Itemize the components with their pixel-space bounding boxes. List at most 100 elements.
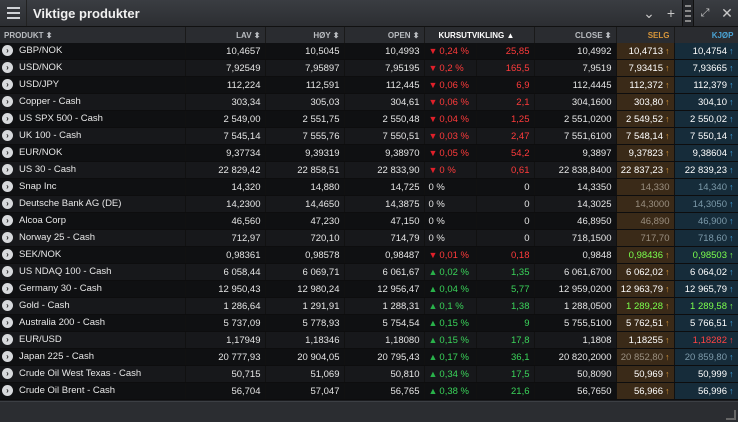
buy-price-button[interactable]: 5 766,51 ↑ [674, 314, 738, 332]
expand-row-icon[interactable]: › [2, 368, 13, 380]
table-row[interactable]: › USD/JPY 112,224 112,591 112,445 ▼ 0,06 % 6,9 1… [0, 76, 738, 94]
sell-price-button[interactable]: 7 548,14 ↑ [616, 127, 675, 145]
sell-price-button[interactable]: 303,80 ↑ [616, 93, 675, 111]
buy-price-button[interactable]: 7,93665 ↑ [674, 59, 738, 77]
expand-row-icon[interactable]: › [2, 283, 13, 295]
sell-price-button[interactable]: 50,969 ↑ [616, 365, 675, 383]
expand-row-icon[interactable]: › [2, 215, 13, 227]
sell-price-button[interactable]: 0,98436 ↑ [616, 246, 675, 264]
expand-row-icon[interactable]: › [2, 334, 13, 346]
expand-row-icon[interactable]: › [2, 300, 13, 312]
expand-row-icon[interactable]: › [2, 249, 13, 261]
buy-price-button[interactable]: 304,10 ↑ [674, 93, 738, 111]
hamburger-menu-icon[interactable] [0, 0, 27, 26]
table-row[interactable]: › Australia 200 - Cash 5 737,09 5 778,93 5 7… [0, 314, 738, 332]
product-name[interactable]: › Copper - Cash [0, 93, 186, 111]
product-name[interactable]: › US 30 - Cash [0, 161, 186, 179]
sell-price-button[interactable]: 5 762,51 ↑ [616, 314, 675, 332]
col-header-kursutvikling[interactable]: KURSUTVIKLING ▲ [424, 27, 535, 43]
table-row[interactable]: › Snap Inc 14,320 14,880 14,725 0 % 0 14,3350 14… [0, 178, 738, 196]
buy-price-button[interactable]: 12 965,79 ↑ [674, 280, 738, 298]
expand-row-icon[interactable]: › [2, 181, 13, 193]
table-row[interactable]: › US SPX 500 - Cash 2 549,00 2 551,75 2 550,… [0, 110, 738, 128]
product-name[interactable]: › EUR/USD [0, 331, 186, 349]
table-row[interactable]: › SEK/NOK 0,98361 0,98578 0,98487 ▼ 0,01 % 0,18… [0, 246, 738, 264]
expand-row-icon[interactable]: › [2, 79, 13, 91]
expand-row-icon[interactable]: › [2, 351, 13, 363]
expand-row-icon[interactable]: › [2, 45, 13, 57]
expand-row-icon[interactable]: › [2, 164, 13, 176]
sell-price-button[interactable]: 14,330 [616, 178, 675, 196]
sell-price-button[interactable]: 10,4713 ↑ [616, 43, 675, 60]
product-name[interactable]: › Gold - Cash [0, 297, 186, 315]
table-row[interactable]: › UK 100 - Cash 7 545,14 7 555,76 7 550,51 ▼ 0… [0, 127, 738, 145]
expand-row-icon[interactable]: › [2, 198, 13, 210]
product-name[interactable]: › Japan 225 - Cash [0, 348, 186, 366]
product-name[interactable]: › Crude Oil West Texas - Cash [0, 365, 186, 383]
product-name[interactable]: › Norway 25 - Cash [0, 229, 186, 247]
expand-row-icon[interactable]: › [2, 96, 13, 108]
sell-price-button[interactable]: 46,890 [616, 212, 675, 230]
buy-price-button[interactable]: 1,18282 ↑ [674, 331, 738, 349]
product-name[interactable]: › USD/NOK [0, 59, 186, 77]
buy-price-button[interactable]: 7 550,14 ↑ [674, 127, 738, 145]
buy-price-button[interactable]: 14,3050 ↑ [674, 195, 738, 213]
buy-price-button[interactable]: 2 550,02 ↑ [674, 110, 738, 128]
resize-grip-icon[interactable] [726, 410, 736, 420]
table-row[interactable]: › Crude Oil West Texas - Cash 50,715 51,069… [0, 365, 738, 383]
expand-icon[interactable]: ⤢ [700, 6, 710, 19]
sell-price-button[interactable]: 12 963,79 ↑ [616, 280, 675, 298]
product-name[interactable]: › EUR/NOK [0, 144, 186, 162]
buy-price-button[interactable]: 9,38604 ↑ [674, 144, 738, 162]
chevron-down-icon[interactable]: ⌄ [643, 4, 655, 21]
buy-price-button[interactable]: 46,900 ↑ [674, 212, 738, 230]
buy-price-button[interactable]: 1 289,58 ↑ [674, 297, 738, 315]
product-name[interactable]: › USD/JPY [0, 76, 186, 94]
buy-price-button[interactable]: 20 859,80 ↑ [674, 348, 738, 366]
table-row[interactable]: › US 30 - Cash 22 829,42 22 858,51 22 833,90… [0, 161, 738, 179]
table-row[interactable]: › Gold - Cash 1 286,64 1 291,91 1 288,31 ▲ 0,1… [0, 297, 738, 315]
sell-price-button[interactable]: 6 062,02 ↑ [616, 263, 675, 281]
buy-price-button[interactable]: 56,996 ↑ [674, 382, 738, 400]
sell-price-button[interactable]: 7,93415 ↑ [616, 59, 675, 77]
col-header-selg[interactable]: SELG [616, 27, 675, 43]
sell-price-button[interactable]: 717,70 [616, 229, 675, 247]
buy-price-button[interactable]: 718,60 ↑ [674, 229, 738, 247]
sell-price-button[interactable]: 14,3000 [616, 195, 675, 213]
sell-price-button[interactable]: 22 837,23 ↑ [616, 161, 675, 179]
table-row[interactable]: › US NDAQ 100 - Cash 6 058,44 6 069,71 6 061… [0, 263, 738, 281]
product-name[interactable]: › Snap Inc [0, 178, 186, 196]
table-row[interactable]: › Japan 225 - Cash 20 777,93 20 904,05 20 79… [0, 348, 738, 366]
close-icon[interactable]: ✕ [721, 4, 733, 21]
buy-price-button[interactable]: 0,98503 ↑ [674, 246, 738, 264]
expand-row-icon[interactable]: › [2, 385, 13, 397]
product-name[interactable]: › GBP/NOK [0, 43, 186, 60]
expand-row-icon[interactable]: › [2, 62, 13, 74]
product-name[interactable]: › Crude Oil Brent - Cash [0, 382, 186, 400]
sell-price-button[interactable]: 1,18255 ↑ [616, 331, 675, 349]
table-row[interactable]: › Alcoa Corp 46,560 47,230 47,150 0 % 0 46,8950… [0, 212, 738, 230]
product-name[interactable]: › SEK/NOK [0, 246, 186, 264]
product-name[interactable]: › UK 100 - Cash [0, 127, 186, 145]
product-name[interactable]: › US NDAQ 100 - Cash [0, 263, 186, 281]
buy-price-button[interactable]: 14,340 ↑ [674, 178, 738, 196]
buy-price-button[interactable]: 50,999 ↑ [674, 365, 738, 383]
buy-price-button[interactable]: 6 064,02 ↑ [674, 263, 738, 281]
col-header-lav[interactable]: LAV ⬍ [185, 27, 266, 43]
add-icon[interactable]: + [666, 5, 676, 21]
table-row[interactable]: › Copper - Cash 303,34 305,03 304,61 ▼ 0,06 % 2… [0, 93, 738, 111]
buy-price-button[interactable]: 22 839,23 ↑ [674, 161, 738, 179]
table-row[interactable]: › EUR/USD 1,17949 1,18346 1,18080 ▲ 0,15 % 17,8… [0, 331, 738, 349]
sell-price-button[interactable]: 1 289,28 ↑ [616, 297, 675, 315]
col-header-hoy[interactable]: HØY ⬍ [265, 27, 345, 43]
expand-row-icon[interactable]: › [2, 266, 13, 278]
table-row[interactable]: › Crude Oil Brent - Cash 56,704 57,047 56,76… [0, 382, 738, 400]
col-header-kjop[interactable]: KJØP [674, 27, 738, 43]
col-header-produkt[interactable]: PRODUKT ⬍ [0, 27, 186, 43]
col-header-open[interactable]: OPEN ⬍ [344, 27, 425, 43]
sell-price-button[interactable]: 2 549,52 ↑ [616, 110, 675, 128]
product-name[interactable]: › Germany 30 - Cash [0, 280, 186, 298]
sell-price-button[interactable]: 20 852,80 ↑ [616, 348, 675, 366]
table-row[interactable]: › Norway 25 - Cash 712,97 720,10 714,79 0 % 0 7… [0, 229, 738, 247]
table-row[interactable]: › Germany 30 - Cash 12 950,43 12 980,24 12 9… [0, 280, 738, 298]
